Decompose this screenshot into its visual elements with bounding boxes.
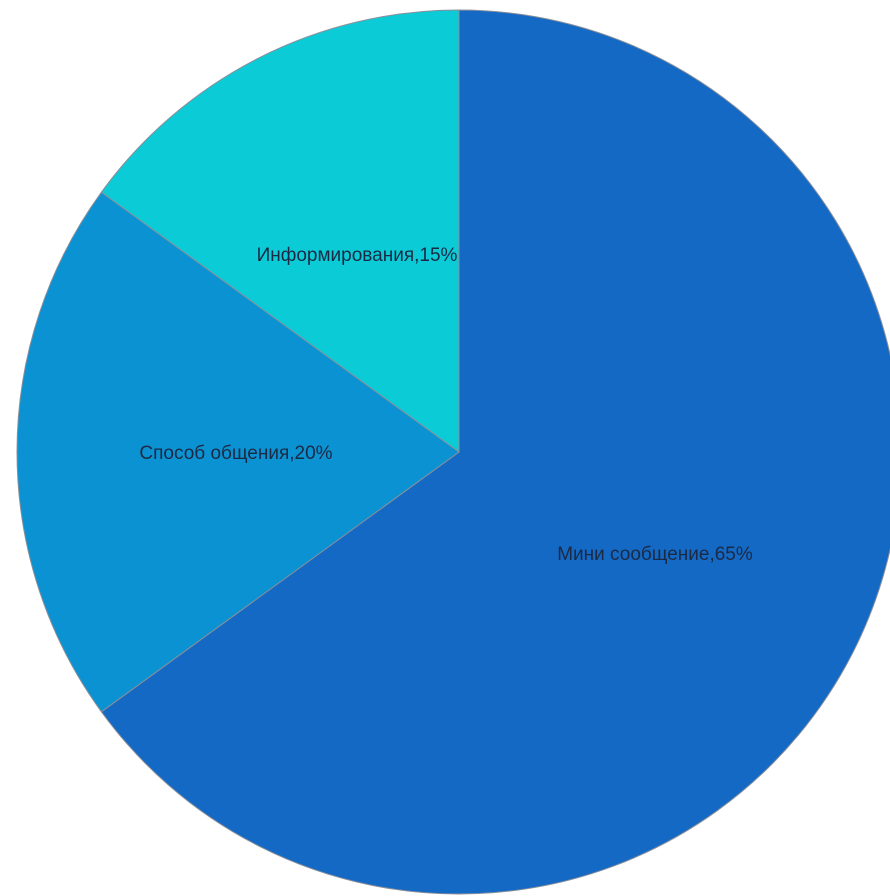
pie-labels: Мини сообщение,65% Способ общения,20% Инфо… <box>139 245 752 565</box>
pie-slice-3 <box>100 9 460 453</box>
pie-slice-label-1: Мини сообщение,65% <box>557 544 753 565</box>
pie-slice-1 <box>100 9 890 895</box>
pie-slice-label-3: Информирования,15% <box>257 245 458 266</box>
pie-slices <box>16 9 890 895</box>
pie-slice-2 <box>16 191 460 713</box>
pie-slice-label-2: Способ общения,20% <box>139 443 332 464</box>
